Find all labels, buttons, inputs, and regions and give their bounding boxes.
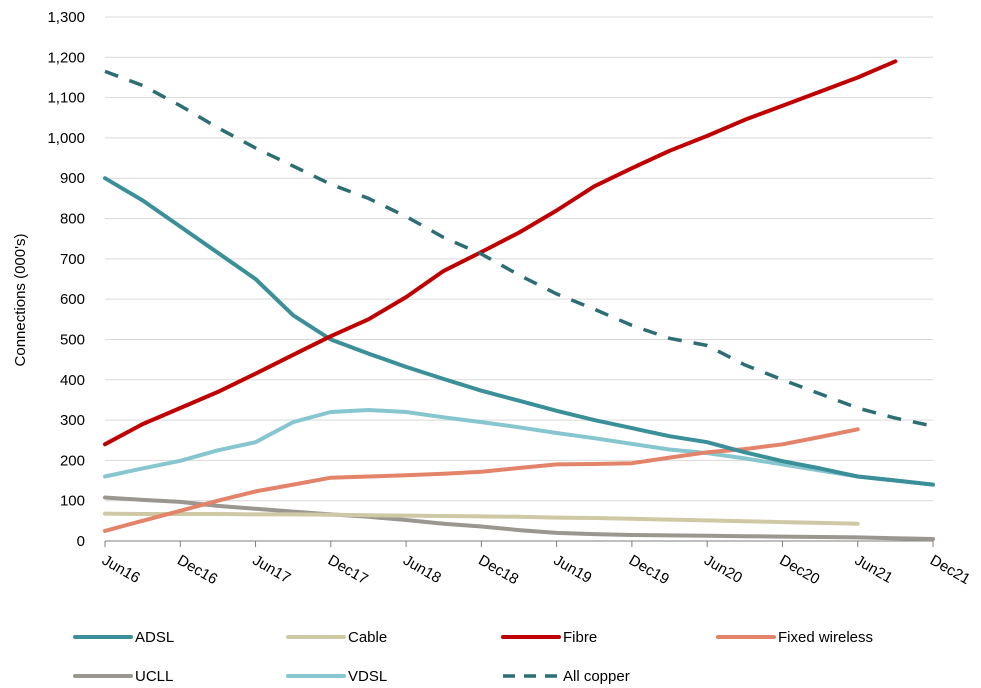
y-tick-label: 1,100 <box>47 90 85 107</box>
series-lines <box>103 59 935 541</box>
series-line-ucll <box>103 495 935 541</box>
y-tick-label: 200 <box>60 452 85 469</box>
x-tick-label: Jun16 <box>99 552 143 587</box>
x-tick-label: Jun18 <box>400 552 444 587</box>
legend-item-cable: Cable <box>286 629 387 646</box>
y-tick-label: 1,000 <box>47 130 85 147</box>
gridlines <box>105 16 933 502</box>
y-tick-label: 800 <box>60 211 85 228</box>
y-tick-label: 1,200 <box>47 49 85 66</box>
legend: ADSL Cable Fibre Fixed wireless UCLL VDSL All … <box>73 629 873 685</box>
legend-label: Cable <box>348 629 387 646</box>
x-tick-label: Dec20 <box>776 552 822 588</box>
y-tick-label: 900 <box>60 170 85 187</box>
x-tick-label: Jun21 <box>852 552 896 587</box>
x-tick-label: Dec19 <box>626 552 672 588</box>
legend-label: VDSL <box>348 668 387 685</box>
x-tick-label: Dec17 <box>325 552 371 588</box>
series-line-adsl <box>103 176 935 487</box>
x-tick-label: Jun19 <box>551 552 595 587</box>
legend-label: All copper <box>563 668 630 685</box>
y-tick-label: 400 <box>60 372 85 389</box>
y-tick-label: 500 <box>60 331 85 348</box>
y-tick-label: 1,300 <box>47 9 85 26</box>
legend-item-fixed-wireless: Fixed wireless <box>716 629 873 646</box>
y-tick-label: 100 <box>60 493 85 510</box>
x-tick-label: Jun17 <box>250 552 294 587</box>
legend-label: UCLL <box>135 668 173 685</box>
y-tick-label: 300 <box>60 412 85 429</box>
x-axis <box>104 540 934 547</box>
legend-label: Fixed wireless <box>778 629 873 646</box>
series-line-vdsl <box>103 408 935 487</box>
y-tick-label: 700 <box>60 251 85 268</box>
legend-item-fibre: Fibre <box>501 629 597 646</box>
x-tick-label: Dec18 <box>475 552 521 588</box>
series-line-all-copper <box>104 69 934 428</box>
legend-item-adsl: ADSL <box>73 629 174 646</box>
x-axis-tick-labels: Jun16 Dec16 Jun17 Dec17 Jun18 Dec18 Jun19 Dec19… <box>99 552 973 588</box>
y-axis-tick-labels: 0 100 200 300 400 500 600 700 800 900 1,000 1,100 1,… <box>47 9 85 550</box>
y-tick-label: 600 <box>60 291 85 308</box>
legend-item-ucll: UCLL <box>73 668 173 685</box>
series-line-cable <box>103 511 860 526</box>
x-tick-label: Jun20 <box>701 552 745 587</box>
series-line-fibre <box>103 59 898 447</box>
x-tick-label: Dec16 <box>174 552 220 588</box>
x-tick-label: Dec21 <box>927 552 973 588</box>
y-axis-label: Connections (000's) <box>12 234 29 367</box>
legend-label: ADSL <box>135 629 174 646</box>
y-tick-label: 0 <box>77 533 85 550</box>
legend-label: Fibre <box>563 629 597 646</box>
legend-item-vdsl: VDSL <box>286 668 387 685</box>
legend-item-all-copper: All copper <box>503 668 630 685</box>
